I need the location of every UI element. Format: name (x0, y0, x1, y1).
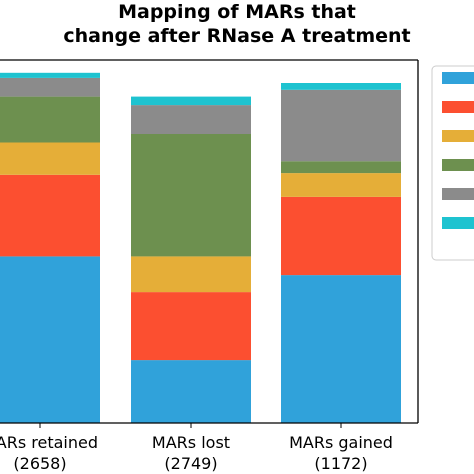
x-tick-label-0-1: (2658) (13, 454, 66, 473)
legend-swatch-2 (442, 130, 474, 142)
bar-segment-0-0 (0, 256, 100, 423)
bar-segment-0-3 (0, 96, 100, 143)
x-ticks-group: MARs retained (2658) MARs lost (2749) MARs g… (0, 423, 393, 473)
bar-segment-2-3 (281, 161, 401, 174)
bar-segment-1-3 (131, 134, 251, 257)
chart-title-line-1: Mapping of MARs that (118, 1, 356, 23)
bar-segment-1-1 (131, 292, 251, 361)
bar-segment-0-4 (0, 77, 100, 97)
bar-segment-2-0 (281, 275, 401, 423)
bar-segment-2-5 (281, 83, 401, 90)
bar-segment-2-1 (281, 196, 401, 276)
legend-swatch-3 (442, 159, 474, 171)
bar-segment-1-5 (131, 96, 251, 106)
bar-segment-0-1 (0, 174, 100, 257)
x-tick-label-2-1: (1172) (314, 454, 367, 473)
chart-title-line-2: change after RNase A treatment (63, 25, 410, 47)
legend-swatch-4 (442, 188, 474, 200)
bar-segment-1-0 (131, 360, 251, 423)
legend (431, 65, 474, 261)
legend-swatch-0 (442, 72, 474, 84)
legend-swatch-5 (442, 217, 474, 229)
x-tick-label-2-0: MARs gained (289, 433, 393, 452)
bar-segment-2-4 (281, 89, 401, 162)
bar-segment-0-5 (0, 72, 100, 78)
bars-group (0, 72, 401, 423)
bar-segment-2-2 (281, 173, 401, 197)
x-tick-label-1-0: MARs lost (152, 433, 230, 452)
x-tick-label-1-1: (2749) (164, 454, 217, 473)
bar-segment-1-2 (131, 256, 251, 293)
legend-swatch-1 (442, 101, 474, 113)
bar-segment-0-2 (0, 142, 100, 175)
x-tick-label-0-0: MARs retained (0, 433, 98, 452)
bar-segment-1-4 (131, 105, 251, 134)
